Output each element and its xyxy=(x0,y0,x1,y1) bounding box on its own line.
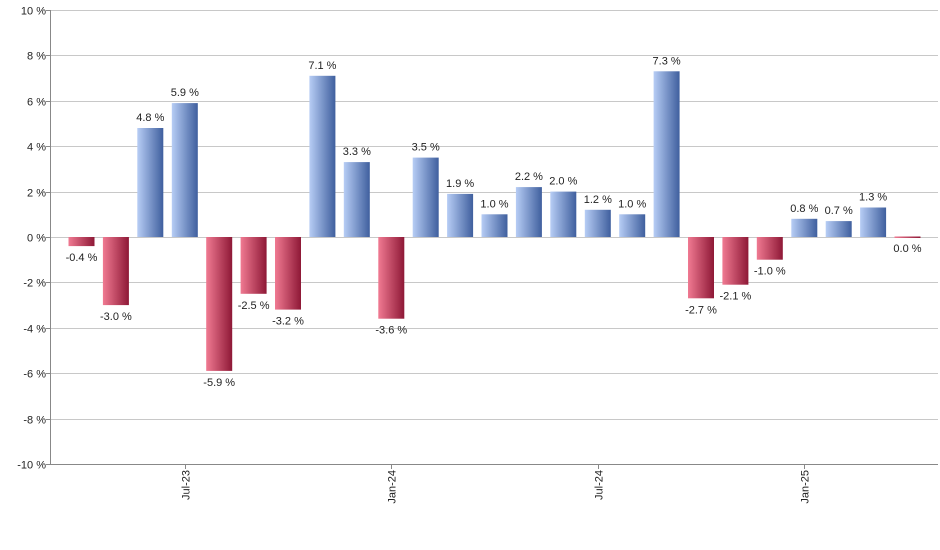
bar-Nov-24 xyxy=(688,237,714,299)
y-tick-label: -2 % xyxy=(23,278,46,290)
data-label-Feb-25: 0.8 % xyxy=(790,203,818,215)
data-label-Feb-24: -3.6 % xyxy=(375,325,407,337)
data-label-Aug-24: 1.2 % xyxy=(584,194,612,206)
data-label-Jun-24: 2.2 % xyxy=(515,171,543,183)
data-label-Jan-25: -1.0 % xyxy=(754,266,786,278)
y-tick-label: 10 % xyxy=(21,6,46,18)
bar-Nov-23 xyxy=(275,237,301,310)
bar-Jul-23 xyxy=(137,128,164,237)
grid-lines xyxy=(50,10,938,465)
bar-May-25 xyxy=(894,236,921,238)
bar-May-24 xyxy=(481,214,508,237)
bar-Jan-25 xyxy=(756,237,783,260)
bar-Feb-25 xyxy=(791,218,818,237)
data-label-Nov-23: -3.2 % xyxy=(272,316,304,328)
bar-Apr-24 xyxy=(447,193,474,237)
bar-Jun-23 xyxy=(102,237,129,306)
data-label-Oct-23: -2.5 % xyxy=(238,300,270,312)
data-labels: -0.4 % -3.0 % 4.8 % 5.9 % -5.9 % -2.5 %-3.2 %… xyxy=(66,55,922,389)
bar-Oct-24 xyxy=(653,71,680,237)
data-label-Mar-24: 3.5 % xyxy=(412,142,440,154)
data-label-Aug-23: 5.9 % xyxy=(171,87,199,99)
bar-Jan-24 xyxy=(343,162,370,237)
axes: 10 % 8 % 6 % 4 % 2 % 0 % -2 % -4 % -6 % -8 % -10 %… xyxy=(17,6,938,504)
data-label-Jun-23: -3.0 % xyxy=(100,311,132,323)
bar-Feb-24 xyxy=(378,237,405,319)
bar-Apr-25 xyxy=(860,207,887,237)
y-tick-label: -8 % xyxy=(23,415,46,427)
y-tick-label: 2 % xyxy=(27,188,46,200)
y-tick-label: 0 % xyxy=(27,233,46,245)
data-label-May-25: 0.0 % xyxy=(893,243,921,255)
data-label-Dec-24: -2.1 % xyxy=(720,291,752,303)
x-tick-label: Jan-24 xyxy=(387,470,399,504)
bar-Jul-24 xyxy=(550,191,577,237)
data-label-Sep-24: 1.0 % xyxy=(618,198,646,210)
y-tick-label: -6 % xyxy=(23,369,46,381)
data-label-May-23: -0.4 % xyxy=(66,252,98,264)
bar-Sep-23 xyxy=(206,237,233,371)
x-tick-label: Jan-25 xyxy=(800,470,812,504)
bars xyxy=(68,71,921,371)
data-label-Dec-23: 7.1 % xyxy=(308,60,336,72)
data-label-Mar-25: 0.7 % xyxy=(825,205,853,217)
data-label-Nov-24: -2.7 % xyxy=(685,304,717,316)
bar-Aug-23 xyxy=(171,103,198,237)
data-label-May-24: 1.0 % xyxy=(480,198,508,210)
bar-Dec-24 xyxy=(722,237,749,285)
bar-Mar-24 xyxy=(412,157,439,237)
x-tick-label: Jul-23 xyxy=(181,470,193,500)
y-tick-label: -10 % xyxy=(17,460,46,472)
y-tick-label: 6 % xyxy=(27,97,46,109)
y-tick-label: 4 % xyxy=(27,142,46,154)
x-tick-label: Jul-24 xyxy=(594,470,606,500)
bar-Mar-25 xyxy=(825,221,852,237)
bar-May-23 xyxy=(68,237,95,247)
data-label-Oct-24: 7.3 % xyxy=(653,55,681,67)
data-label-Apr-25: 1.3 % xyxy=(859,192,887,204)
data-label-Jul-24: 2.0 % xyxy=(549,176,577,188)
bar-Oct-23 xyxy=(240,237,267,294)
data-label-Sep-23: -5.9 % xyxy=(203,377,235,389)
data-label-Jul-23: 4.8 % xyxy=(136,112,164,124)
y-tick-label: -4 % xyxy=(23,324,46,336)
bar-Dec-23 xyxy=(309,75,336,237)
bar-Jun-24 xyxy=(515,187,542,237)
y-tick-label: 8 % xyxy=(27,51,46,63)
bar-Aug-24 xyxy=(584,209,611,237)
data-label-Jan-24: 3.3 % xyxy=(343,146,371,158)
data-label-Apr-24: 1.9 % xyxy=(446,178,474,190)
bar-Sep-24 xyxy=(619,214,646,237)
